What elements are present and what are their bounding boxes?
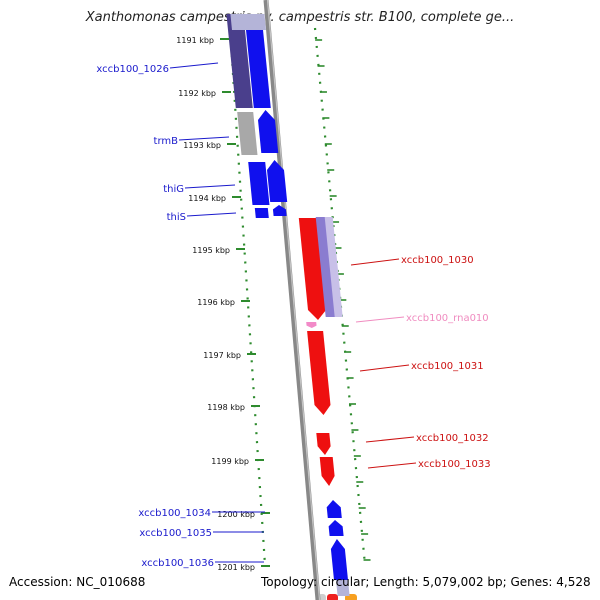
genome-backbone <box>263 0 321 600</box>
gene-shape-forward <box>248 162 270 205</box>
gene-shape-reverse <box>315 217 336 317</box>
position-ruler: 1191 kbp 1192 kbp 1193 kbp 1194 kbp 1195 kbp… <box>176 36 270 572</box>
gene-shape-reverse <box>324 217 343 317</box>
gene-label-xccb100_rna010: xccb100_rna010 <box>406 313 489 324</box>
backbone-highlight <box>266 0 321 600</box>
position-tick-label: 1195 kbp <box>192 246 230 255</box>
position-tick-label: 1192 kbp <box>178 89 216 98</box>
map-title: Xanthomonas campestris pv. campestris st… <box>85 10 515 25</box>
gene-shape-reverse <box>306 322 317 328</box>
accession-text: Accession: NC_010688 <box>9 575 146 589</box>
gene-label-xccb100_1030: xccb100_1030 <box>401 255 474 266</box>
position-tick-label: 1198 kbp <box>207 403 245 412</box>
gene-leader-line <box>184 184 236 189</box>
gene-shape-forward <box>237 112 258 155</box>
gene-label-xccb100_1035: xccb100_1035 <box>139 528 212 539</box>
gene-leader-line <box>355 316 405 323</box>
gene-leader-line <box>178 136 230 141</box>
gene-shape-forward <box>254 208 269 218</box>
gene-label-xccb100_1036: xccb100_1036 <box>141 558 214 569</box>
gene-shape-forward <box>230 14 266 30</box>
position-tick-label: 1201 kbp <box>217 563 255 572</box>
position-tick-label: 1193 kbp <box>183 141 221 150</box>
left-guide-dots <box>228 27 267 566</box>
gene-shape-forward <box>244 14 271 108</box>
gene-leader-line <box>365 436 415 443</box>
gene-shape-reverse <box>319 457 335 486</box>
gene-leader-line <box>186 212 237 217</box>
position-tick-label: 1197 kbp <box>203 351 241 360</box>
gene-shape-forward <box>328 520 344 536</box>
genome-stats-text: Topology: circular; Length: 5,079,002 bp… <box>261 575 591 589</box>
position-tick-label: 1194 kbp <box>188 194 226 203</box>
gene-label-trmB: trmB <box>154 136 179 147</box>
gene-label-xccb100_1031: xccb100_1031 <box>411 361 484 372</box>
gene-shape-reverse <box>307 331 331 415</box>
gene-label-xccb100_1032: xccb100_1032 <box>416 433 489 444</box>
gene-shape-forward <box>336 580 350 596</box>
gene-label-xccb100_1034: xccb100_1034 <box>138 508 211 519</box>
gene-shape-forward <box>272 205 287 216</box>
gene-leader-line <box>367 462 417 469</box>
gene-leader-line <box>350 258 400 266</box>
backbone-line <box>263 0 321 600</box>
position-tick-label: 1199 kbp <box>211 457 249 466</box>
position-tick-label: 1196 kbp <box>197 298 235 307</box>
gene-shape-forward <box>330 539 348 580</box>
gene-label-xccb100_1026: xccb100_1026 <box>96 64 169 75</box>
gene-shape-forward <box>226 14 253 108</box>
gene-shape-forward <box>267 160 288 202</box>
gene-shape-reverse <box>316 433 331 455</box>
gene-leader-line <box>169 62 219 69</box>
track-guides <box>228 27 371 566</box>
bottom-bar-1 <box>327 594 338 600</box>
gene-shape-forward <box>326 500 342 518</box>
gene-label-thiG: thiG <box>163 184 184 195</box>
gene-leader-line <box>359 364 410 372</box>
gene-label-thiS: thiS <box>167 212 186 223</box>
position-tick-label: 1191 kbp <box>176 36 214 45</box>
gene-shape-forward <box>258 110 279 153</box>
position-tick-label: 1200 kbp <box>217 510 255 519</box>
gene-label-xccb100_1033: xccb100_1033 <box>418 459 491 470</box>
gene-labels: xccb100_1026trmBthiGthiSxccb100_1034xccb… <box>96 62 491 569</box>
gene-features <box>226 14 350 596</box>
